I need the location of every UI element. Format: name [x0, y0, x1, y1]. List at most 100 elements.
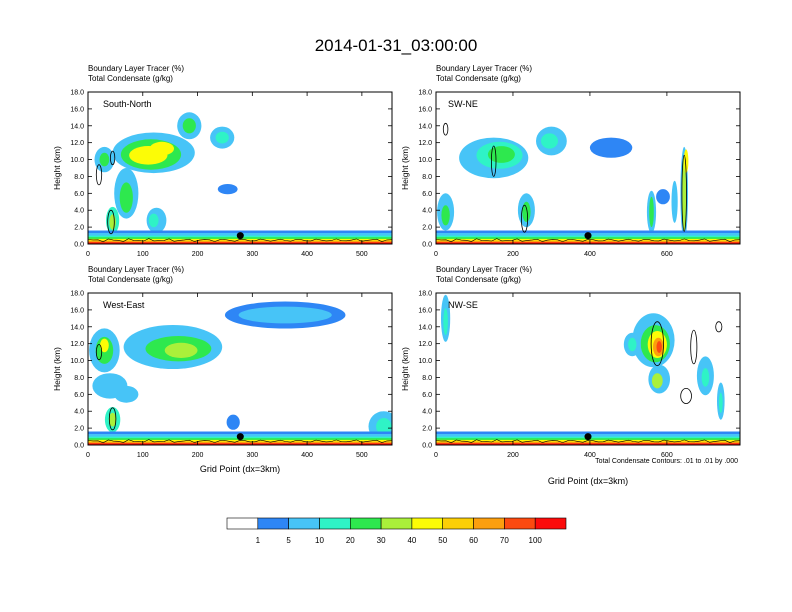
plot-frame [87, 91, 393, 245]
x-tick-label: 500 [356, 251, 368, 258]
condensate-contour-outline [681, 154, 687, 232]
y-tick-label: 16.0 [418, 307, 432, 314]
y-tick-label: 4.0 [74, 409, 84, 416]
panel-label: NW-SE [448, 300, 478, 310]
y-tick-label: 6.0 [74, 392, 84, 399]
panel-subtitle-condensate: Total Condensate (g/kg) [88, 275, 173, 284]
y-tick-label: 14.0 [70, 324, 84, 331]
tracer-blob [671, 180, 678, 223]
x-tick-label: 100 [137, 251, 149, 258]
condensate-contour-outline [107, 209, 115, 235]
panel-south-north: 0.0 2.0 4.0 6.0 8.0 10.0 12.0 14.0 16.0 18.0 0 100 2… [52, 64, 393, 258]
panel-subtitle-tracer: Boundary Layer Tracer (%) [436, 64, 532, 73]
x-tick-label: 0 [86, 251, 90, 258]
colorbar-label: 100 [529, 536, 543, 545]
y-tick-label: 14.0 [418, 123, 432, 130]
y-tick-label: 4.0 [422, 409, 432, 416]
tracer-blob [628, 337, 637, 352]
colorbar-swatch [226, 517, 259, 530]
panel-sw-ne: 0.0 2.0 4.0 6.0 8.0 10.0 12.0 14.0 16.0 18.0 0 200 4… [400, 64, 741, 258]
panels: 0.0 2.0 4.0 6.0 8.0 10.0 12.0 14.0 16.0 18.0 0 100 2… [52, 64, 741, 486]
tracer-blob [238, 306, 332, 324]
y-tick-label: 2.0 [74, 426, 84, 433]
condensate-contour-outline [690, 329, 698, 365]
x-tick-label: 400 [584, 251, 596, 258]
x-tick-label: 0 [434, 251, 438, 258]
x-tick-label: 200 [507, 452, 519, 459]
condensate-contour-outline [680, 387, 692, 404]
y-tick-label: 18.0 [418, 291, 432, 298]
y-tick-label: 10.0 [70, 358, 84, 365]
tracer-blob [100, 338, 109, 353]
x-tick-label: 600 [661, 452, 673, 459]
y-tick-label: 16.0 [418, 106, 432, 113]
tracer-blob [164, 342, 198, 358]
colorbar-label: 30 [377, 536, 386, 545]
panel-west-east: 0.0 2.0 4.0 6.0 8.0 10.0 12.0 14.0 16.0 18.0 0 100 2… [52, 265, 393, 474]
y-tick-label: 14.0 [70, 123, 84, 130]
tracer-blob [441, 205, 450, 226]
tracer-blob [376, 418, 392, 435]
y-tick-label: 6.0 [422, 392, 432, 399]
x-tick-label: 600 [661, 251, 673, 258]
condensate-contour-outline [95, 344, 103, 361]
y-tick-label: 0.0 [74, 443, 84, 450]
tracer-blob [119, 182, 133, 213]
colorbar-label: 40 [407, 536, 416, 545]
location-marker [584, 232, 592, 240]
y-tick-label: 18.0 [70, 90, 84, 97]
y-tick-label: 16.0 [70, 307, 84, 314]
y-tick-label: 4.0 [422, 208, 432, 215]
y-tick-label: 4.0 [74, 208, 84, 215]
x-tick-label: 100 [137, 452, 149, 459]
panel-subtitle-tracer: Boundary Layer Tracer (%) [436, 265, 532, 274]
condensate-contour [436, 238, 740, 243]
contour-note: Total Condensate Contours: .01 to .01 by… [595, 458, 738, 465]
y-tick-label: 2.0 [422, 426, 432, 433]
y-tick-label: 12.0 [418, 140, 432, 147]
tracer-blob [149, 141, 174, 156]
condensate-contour-outline [108, 407, 117, 431]
tracer-blob [215, 131, 229, 144]
tracer-blob [108, 412, 117, 427]
panel-label: South-North [103, 99, 152, 109]
y-tick-label: 12.0 [70, 341, 84, 348]
colorbar-swatch [473, 517, 505, 530]
y-tick-label: 16.0 [70, 106, 84, 113]
condensate-contour-outline [650, 321, 664, 367]
condensate-contour-outline [95, 164, 103, 186]
tracer-blob [109, 214, 116, 230]
figure-title: 2014-01-31_03:00:00 [315, 36, 478, 55]
y-axis-label: Height (km) [400, 146, 410, 190]
panel-subtitle-condensate: Total Condensate (g/kg) [436, 74, 521, 83]
colorbar-swatch [504, 517, 536, 530]
x-tick-label: 0 [434, 452, 438, 459]
colorbar-swatch [380, 517, 413, 530]
colorbar-label: 60 [469, 536, 478, 545]
tracer-blob [541, 133, 558, 149]
tracer-blob [182, 118, 196, 134]
colorbar-label: 70 [500, 536, 509, 545]
y-axis-label: Height (km) [400, 347, 410, 391]
x-tick-label: 400 [301, 251, 313, 258]
tracer-blob [522, 201, 531, 222]
tracer-blob [701, 368, 710, 387]
plot-frame [435, 91, 741, 245]
tracer-blob [443, 308, 448, 336]
tracer-blob [649, 196, 654, 228]
colorbar-swatch [442, 517, 474, 530]
boundary-layer-band [88, 242, 392, 244]
boundary-layer-band [436, 242, 740, 244]
y-tick-label: 0.0 [422, 242, 432, 249]
location-marker [236, 433, 244, 441]
y-tick-label: 10.0 [418, 157, 432, 164]
colorbar-label: 10 [315, 536, 324, 545]
tracer-blob [217, 184, 238, 195]
y-axis-label: Height (km) [52, 347, 62, 391]
x-tick-label: 300 [246, 452, 258, 459]
x-tick-label: 200 [192, 452, 204, 459]
y-tick-label: 8.0 [74, 375, 84, 382]
y-tick-label: 8.0 [74, 174, 84, 181]
boundary-layer-band [436, 443, 740, 445]
tracer-blob [99, 152, 110, 167]
